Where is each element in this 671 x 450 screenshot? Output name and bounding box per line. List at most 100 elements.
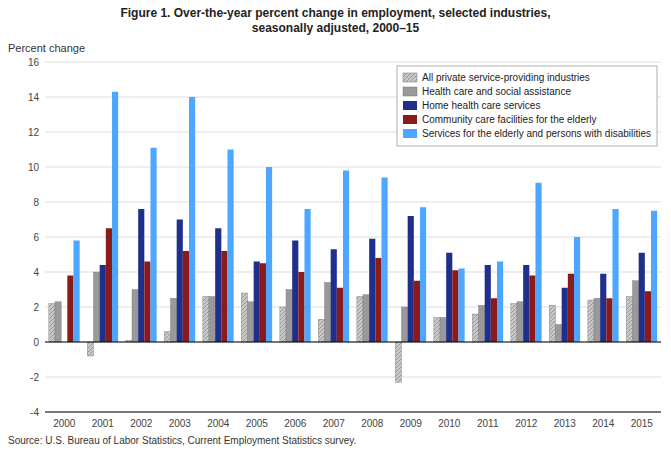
bar bbox=[479, 305, 485, 342]
x-tick-label: 2005 bbox=[246, 418, 269, 429]
bar bbox=[549, 305, 555, 342]
bar bbox=[633, 281, 639, 342]
legend-label: All private service-providing industries bbox=[422, 72, 590, 83]
x-tick-label: 2013 bbox=[554, 418, 577, 429]
bar bbox=[395, 342, 401, 382]
bar bbox=[434, 318, 440, 343]
bar bbox=[87, 342, 93, 356]
bar bbox=[529, 276, 535, 343]
bar bbox=[517, 302, 523, 342]
bar bbox=[556, 325, 562, 343]
bar bbox=[497, 262, 503, 343]
legend-label: Home health care services bbox=[422, 100, 540, 111]
bars bbox=[49, 92, 657, 383]
x-tick-label: 2000 bbox=[53, 418, 76, 429]
grid bbox=[45, 62, 661, 412]
legend-label: Health care and social assistance bbox=[422, 86, 571, 97]
bar bbox=[651, 211, 657, 342]
bar bbox=[562, 288, 568, 342]
bar bbox=[600, 274, 606, 342]
y-tick-label: 10 bbox=[28, 162, 40, 173]
bar bbox=[645, 291, 651, 342]
bar bbox=[286, 290, 292, 343]
bar bbox=[266, 167, 272, 342]
bar bbox=[446, 253, 452, 342]
bar bbox=[491, 298, 497, 342]
subtitle: seasonally adjusted, 2000–15 bbox=[252, 21, 420, 35]
y-tick-label: -4 bbox=[30, 407, 39, 418]
bar bbox=[337, 288, 343, 342]
bar bbox=[100, 265, 106, 342]
bar bbox=[343, 171, 349, 343]
bar bbox=[94, 272, 100, 342]
bar bbox=[67, 276, 73, 343]
bar bbox=[150, 148, 156, 342]
bar bbox=[612, 209, 618, 342]
bar bbox=[568, 274, 574, 342]
bar bbox=[588, 300, 594, 342]
bar bbox=[452, 270, 458, 342]
x-tick-label: 2015 bbox=[631, 418, 654, 429]
bar bbox=[112, 92, 118, 342]
bar bbox=[292, 241, 298, 343]
x-tick-label: 2012 bbox=[515, 418, 538, 429]
bar bbox=[331, 249, 337, 342]
x-tick-label: 2010 bbox=[438, 418, 461, 429]
bar bbox=[298, 272, 304, 342]
bar bbox=[440, 318, 446, 343]
bar bbox=[189, 97, 195, 342]
bar bbox=[594, 298, 600, 342]
legend-swatch bbox=[403, 87, 417, 96]
bar bbox=[639, 253, 645, 342]
x-tick-label: 2002 bbox=[130, 418, 153, 429]
x-axis-line bbox=[45, 412, 661, 413]
legend-label: Services for the elderly and persons wit… bbox=[422, 128, 651, 139]
zero-line bbox=[45, 342, 661, 343]
x-tick-label: 2011 bbox=[477, 418, 499, 429]
x-tick-label: 2014 bbox=[592, 418, 615, 429]
grid-line bbox=[45, 237, 661, 238]
grid-line bbox=[45, 412, 661, 413]
bar bbox=[535, 183, 541, 342]
bar bbox=[241, 293, 247, 342]
bar bbox=[381, 178, 387, 343]
y-tick-label: -2 bbox=[30, 372, 39, 383]
bar bbox=[221, 251, 227, 342]
x-tick-label: 2003 bbox=[169, 418, 192, 429]
bar bbox=[408, 216, 414, 342]
series bbox=[73, 92, 657, 342]
grid-line bbox=[45, 167, 661, 168]
bar bbox=[106, 228, 112, 342]
bar bbox=[485, 265, 491, 342]
bar bbox=[203, 297, 209, 343]
bar bbox=[458, 269, 464, 343]
bar bbox=[363, 295, 369, 342]
y-tick-label: 0 bbox=[33, 337, 39, 348]
x-tick-label: 2007 bbox=[323, 418, 346, 429]
bar bbox=[254, 262, 260, 343]
legend-swatch bbox=[403, 73, 417, 82]
bar bbox=[138, 209, 144, 342]
bar bbox=[325, 283, 331, 343]
x-tick-label: 2004 bbox=[207, 418, 230, 429]
title: Figure 1. Over-the-year percent change i… bbox=[120, 6, 550, 20]
grid-line bbox=[45, 272, 661, 273]
bar bbox=[171, 298, 177, 342]
y-tick-label: 8 bbox=[33, 197, 39, 208]
legend-swatch bbox=[403, 129, 417, 138]
bar bbox=[55, 302, 61, 342]
bar bbox=[280, 307, 286, 342]
legend-swatch bbox=[403, 101, 417, 110]
y-tick-label: 6 bbox=[33, 232, 39, 243]
series bbox=[100, 209, 645, 342]
bar bbox=[523, 265, 529, 342]
bar bbox=[260, 263, 266, 342]
x-tick-label: 2009 bbox=[400, 418, 423, 429]
bar bbox=[304, 209, 310, 342]
bar bbox=[357, 297, 363, 343]
y-tick-label: 4 bbox=[33, 267, 39, 278]
y-tick-label: 16 bbox=[28, 57, 40, 68]
y-tick-label: 14 bbox=[28, 92, 40, 103]
legend: All private service-providing industries… bbox=[397, 66, 657, 146]
bar bbox=[375, 258, 381, 342]
